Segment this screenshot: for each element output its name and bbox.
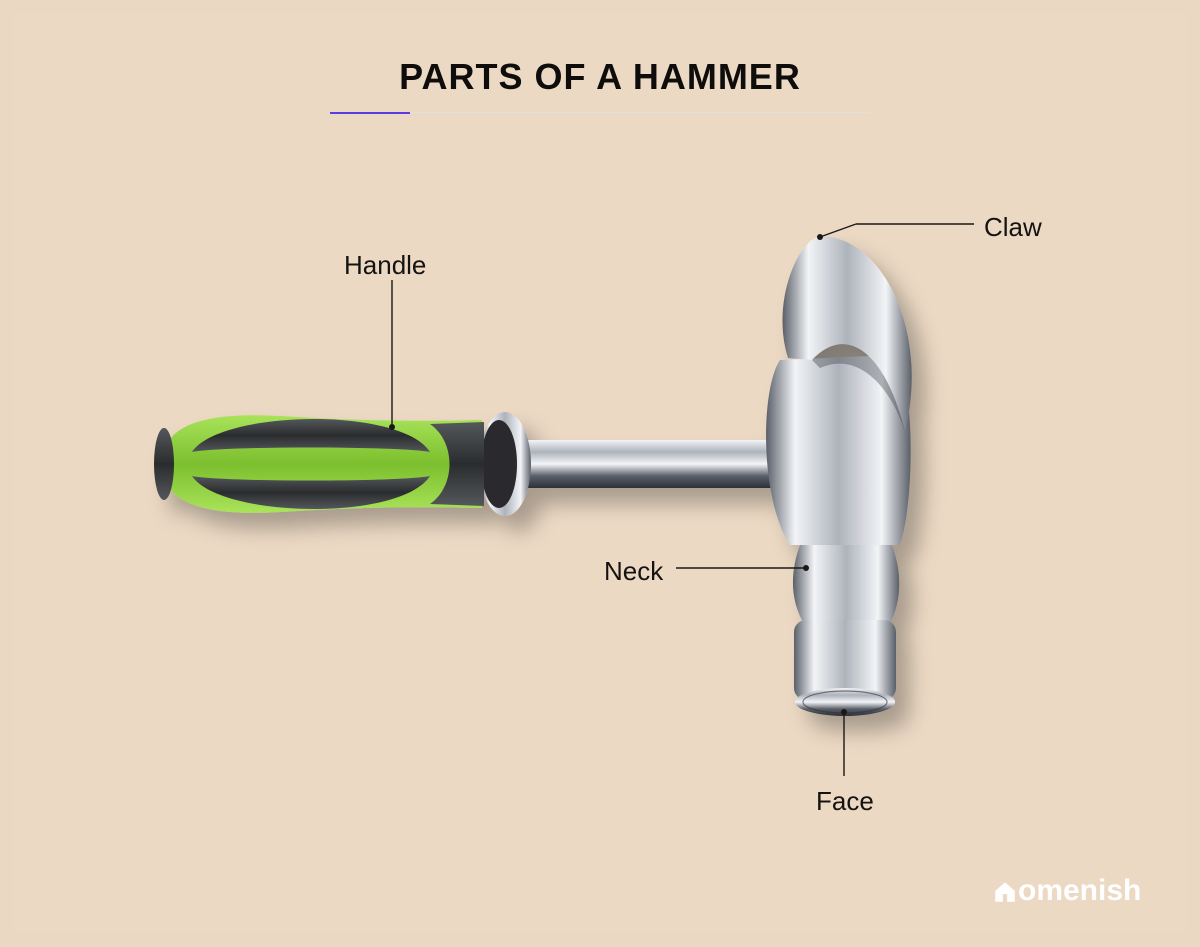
- house-icon: [992, 879, 1016, 903]
- label-neck: Neck: [604, 556, 663, 587]
- leader-claw-2: [820, 224, 856, 237]
- label-face: Face: [816, 786, 874, 817]
- leader-dot-handle: [389, 424, 395, 430]
- leader-dot-neck: [803, 565, 809, 571]
- leader-lines: [0, 0, 1200, 947]
- infographic-canvas: PARTS OF A HAMMER: [0, 0, 1200, 947]
- brand-watermark: omenish: [992, 874, 1141, 908]
- leader-dot-face: [841, 709, 847, 715]
- brand-text: omenish: [1018, 874, 1141, 908]
- leader-dot-claw: [817, 234, 823, 240]
- label-handle: Handle: [344, 250, 426, 281]
- label-claw: Claw: [984, 212, 1042, 243]
